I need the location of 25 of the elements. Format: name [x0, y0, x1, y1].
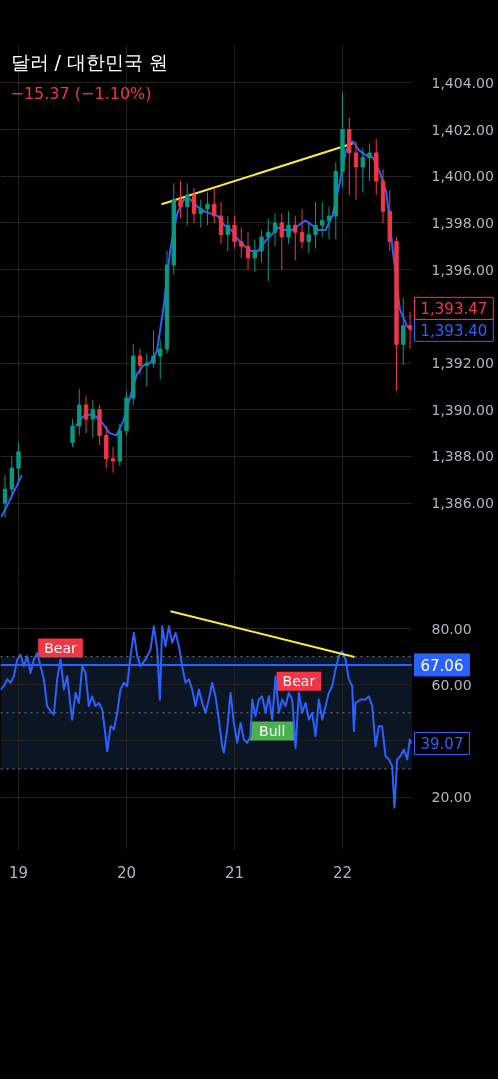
- y-tick-label: 1,396.00: [431, 261, 494, 278]
- y-tick-label: 80.00: [431, 620, 472, 637]
- annotation: Bear: [44, 639, 78, 656]
- y-tick-label: 1,398.00: [431, 214, 494, 231]
- x-tick-label: 22: [332, 863, 353, 882]
- y-tick-label: 1,402.00: [431, 121, 494, 138]
- chart-title: 달러 / 대한민국 원: [10, 50, 169, 73]
- y-tick-label: 20.00: [431, 789, 472, 806]
- annotation: Bull: [259, 723, 286, 740]
- y-tick-label: 60.00: [431, 676, 472, 693]
- annotation: 1,393.40: [420, 322, 488, 341]
- ref-line-label: 67.06: [420, 656, 464, 675]
- y-tick-label: 1,404.00: [431, 74, 494, 91]
- y-tick-label: 1,386.00: [431, 495, 494, 512]
- text: −15.37 (−1.10%): [10, 84, 152, 103]
- y-tick-label: 1,392.00: [431, 355, 494, 372]
- y-tick-label: 1,400.00: [431, 168, 494, 185]
- x-tick-label: 20: [116, 863, 137, 882]
- y-tick-label: 1,388.00: [431, 448, 494, 465]
- x-tick-label: 21: [224, 863, 245, 882]
- y-tick-label: 1,390.00: [431, 401, 494, 418]
- x-tick-label: 19: [8, 863, 29, 882]
- annotation: 39.07: [420, 735, 464, 754]
- annotation: 1,393.47: [420, 300, 488, 319]
- annotation: Bear: [282, 673, 316, 690]
